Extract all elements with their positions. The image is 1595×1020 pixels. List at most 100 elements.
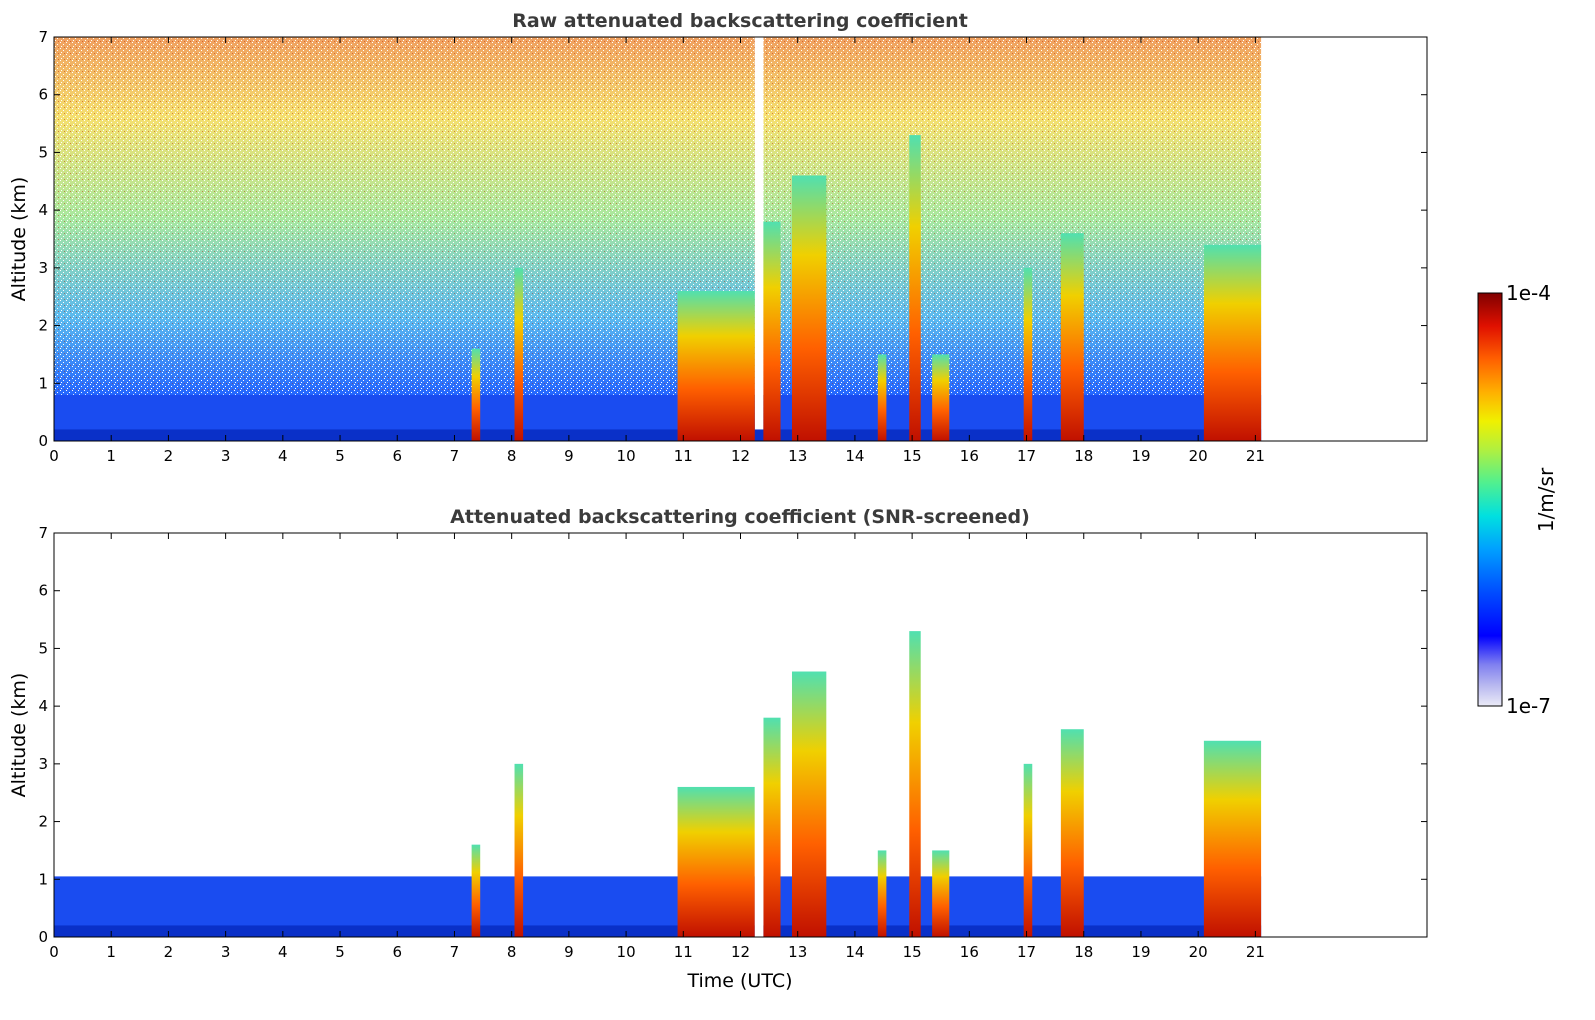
precipitation-column bbox=[471, 844, 481, 937]
x-tick-label: 6 bbox=[392, 447, 402, 465]
x-tick-label: 9 bbox=[564, 943, 574, 961]
y-axis-label: Altitude (km) bbox=[8, 177, 30, 302]
precipitation-column bbox=[514, 267, 524, 441]
x-tick-label: 7 bbox=[450, 447, 460, 465]
precipitation-column bbox=[909, 631, 921, 937]
x-tick-label: 0 bbox=[49, 447, 59, 465]
x-tick-label: 16 bbox=[960, 943, 979, 961]
y-tick-label: 0 bbox=[38, 432, 48, 450]
x-tick-label: 4 bbox=[278, 943, 288, 961]
x-tick-label: 13 bbox=[788, 943, 807, 961]
precipitation-column bbox=[763, 221, 781, 441]
colorbar-max-label: 1e-4 bbox=[1506, 281, 1551, 305]
x-tick-label: 5 bbox=[335, 447, 345, 465]
x-tick-label: 0 bbox=[49, 943, 59, 961]
colorbar-units-label: 1/m/sr bbox=[1534, 467, 1558, 532]
x-tick-label: 12 bbox=[731, 447, 750, 465]
heatmap-screened bbox=[54, 533, 1262, 937]
x-tick-label: 21 bbox=[1246, 447, 1265, 465]
y-tick-label: 6 bbox=[38, 86, 48, 104]
y-tick-label: 1 bbox=[38, 870, 48, 888]
x-tick-label: 2 bbox=[164, 943, 174, 961]
y-tick-label: 3 bbox=[38, 259, 48, 277]
x-tick-label: 17 bbox=[1017, 943, 1036, 961]
precipitation-column bbox=[677, 786, 755, 937]
x-tick-label: 8 bbox=[507, 943, 517, 961]
precipitation-column bbox=[877, 850, 887, 937]
precipitation-column bbox=[909, 135, 921, 441]
y-tick-label: 4 bbox=[38, 201, 48, 219]
y-tick-label: 1 bbox=[38, 374, 48, 392]
x-tick-label: 18 bbox=[1074, 943, 1093, 961]
panel-raw: Raw attenuated backscattering coefficien… bbox=[8, 10, 1428, 465]
precipitation-column bbox=[1203, 740, 1262, 937]
y-tick-label: 7 bbox=[38, 524, 48, 542]
x-tick-label: 13 bbox=[788, 447, 807, 465]
panel-screened: Attenuated backscattering coefficient (S… bbox=[8, 506, 1428, 992]
data-gap bbox=[754, 37, 764, 441]
x-tick-label: 8 bbox=[507, 447, 517, 465]
x-tick-label: 4 bbox=[278, 447, 288, 465]
x-tick-label: 14 bbox=[845, 447, 864, 465]
x-tick-label: 14 bbox=[845, 943, 864, 961]
precipitation-column bbox=[791, 671, 827, 937]
x-tick-label: 10 bbox=[617, 943, 636, 961]
x-tick-label: 7 bbox=[450, 943, 460, 961]
y-tick-label: 7 bbox=[38, 28, 48, 46]
colorbar-scale bbox=[1477, 292, 1503, 707]
surface-layer bbox=[54, 429, 1262, 441]
x-tick-label: 15 bbox=[903, 447, 922, 465]
x-tick-label: 1 bbox=[106, 447, 116, 465]
x-tick-label: 19 bbox=[1131, 447, 1150, 465]
precipitation-column bbox=[471, 348, 481, 441]
colorbar-min-label: 1e-7 bbox=[1506, 694, 1551, 718]
x-tick-label: 19 bbox=[1131, 943, 1150, 961]
y-tick-label: 5 bbox=[38, 639, 48, 657]
x-tick-label: 3 bbox=[221, 447, 231, 465]
y-tick-label: 0 bbox=[38, 928, 48, 946]
y-tick-label: 2 bbox=[38, 813, 48, 831]
precipitation-column bbox=[1023, 267, 1033, 441]
x-tick-label: 20 bbox=[1189, 447, 1208, 465]
x-tick-label: 16 bbox=[960, 447, 979, 465]
x-tick-label: 1 bbox=[106, 943, 116, 961]
heatmap-raw bbox=[54, 37, 1262, 441]
precipitation-column bbox=[932, 850, 950, 937]
x-tick-label: 18 bbox=[1074, 447, 1093, 465]
x-tick-label: 10 bbox=[617, 447, 636, 465]
precipitation-column bbox=[791, 175, 827, 441]
y-axis-label: Altitude (km) bbox=[8, 673, 30, 798]
x-tick-label: 5 bbox=[335, 943, 345, 961]
y-tick-label: 6 bbox=[38, 582, 48, 600]
precipitation-column bbox=[1023, 763, 1033, 937]
data-gap bbox=[754, 533, 764, 937]
x-tick-label: 20 bbox=[1189, 943, 1208, 961]
precipitation-column bbox=[877, 354, 887, 441]
precipitation-column bbox=[514, 763, 524, 937]
x-tick-label: 9 bbox=[564, 447, 574, 465]
x-tick-label: 21 bbox=[1246, 943, 1265, 961]
x-tick-label: 6 bbox=[392, 943, 402, 961]
precipitation-column bbox=[1060, 729, 1084, 937]
precipitation-column bbox=[1060, 233, 1084, 441]
noise-speckle bbox=[54, 37, 1262, 441]
precipitation-column bbox=[763, 717, 781, 937]
x-axis-label: Time (UTC) bbox=[686, 970, 792, 992]
x-tick-label: 3 bbox=[221, 943, 231, 961]
precipitation-column bbox=[1203, 244, 1262, 441]
axes-screened: 0 1 2 3 4 5 6 7 8 9 10 11 12 13 14 15 16 17 18 19 20 21012345… bbox=[38, 524, 1427, 961]
x-tick-label: 15 bbox=[903, 943, 922, 961]
x-tick-label: 11 bbox=[674, 943, 693, 961]
x-tick-label: 17 bbox=[1017, 447, 1036, 465]
y-tick-label: 3 bbox=[38, 755, 48, 773]
y-tick-label: 2 bbox=[38, 317, 48, 335]
x-tick-label: 12 bbox=[731, 943, 750, 961]
x-tick-label: 11 bbox=[674, 447, 693, 465]
precipitation-column bbox=[932, 354, 950, 441]
axes-raw: 0 1 2 3 4 5 6 7 8 9 10 11 12 13 14 15 16 17 18 19 20 21012345… bbox=[38, 28, 1427, 465]
panel-title: Raw attenuated backscattering coefficien… bbox=[512, 10, 968, 32]
precipitation-column bbox=[677, 290, 755, 441]
y-tick-label: 5 bbox=[38, 143, 48, 161]
y-tick-label: 4 bbox=[38, 697, 48, 715]
